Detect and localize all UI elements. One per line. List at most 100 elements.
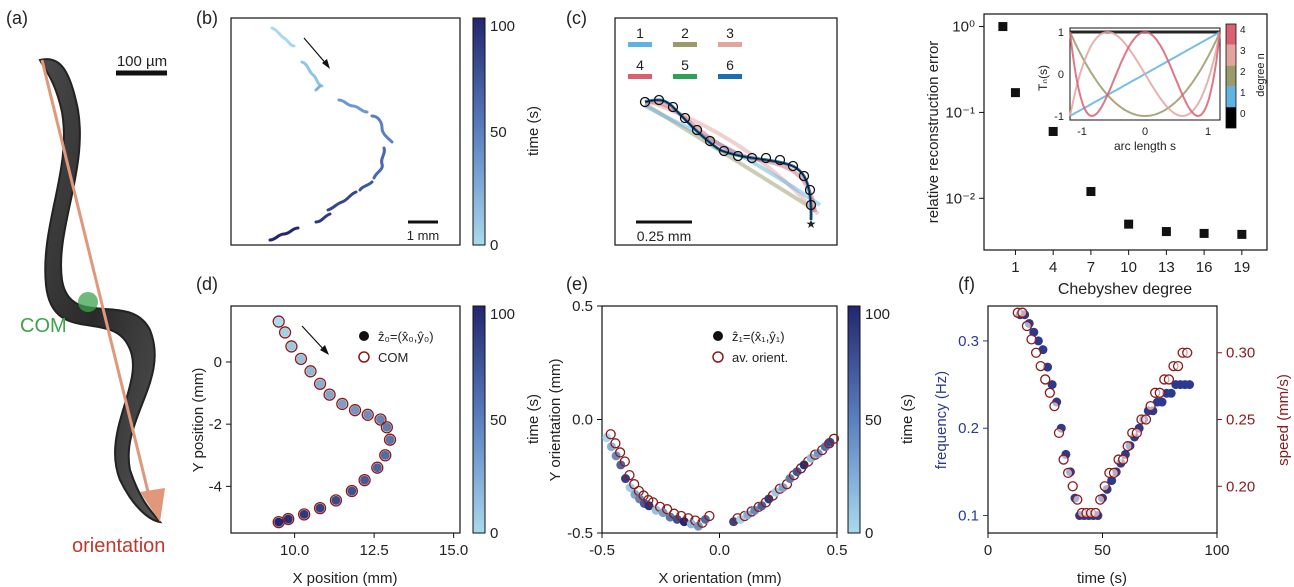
error-ylabel: relative reconstruction error: [925, 41, 942, 224]
panel-d-label: (d): [196, 274, 218, 294]
centerline-marker: [718, 145, 730, 157]
d-point: [315, 503, 325, 513]
d-ylabel: Y position (mm): [190, 368, 207, 473]
legend-c-swatch: [673, 42, 697, 47]
speed-point: [1067, 481, 1078, 492]
speed-point: [1072, 494, 1083, 505]
error-ytick-label: 10⁻¹: [945, 104, 975, 121]
trajectory-segment: [314, 212, 332, 224]
panel-c-label: (c): [566, 8, 587, 28]
d-xlabel: X position (mm): [292, 570, 397, 587]
speed-point: [1058, 454, 1069, 465]
e-point: [825, 437, 835, 447]
legend-e-marker-filled: [713, 331, 723, 341]
e-point: [679, 517, 689, 527]
speed-point: [1154, 387, 1165, 398]
d-point: [337, 399, 347, 409]
tail-star: ★: [806, 217, 817, 231]
e-orient-point: [828, 433, 840, 444]
e-point: [806, 453, 816, 463]
d-point: [380, 450, 390, 460]
speed-point: [1035, 360, 1046, 372]
chebyshev-curve: [1069, 30, 1221, 118]
f-xtick-label: 50: [1094, 542, 1111, 559]
speed-point: [1182, 347, 1193, 358]
legend-c-swatch: [718, 74, 742, 79]
legend-e-label: ẑ₁=(x̂₁,ŷ₁): [732, 329, 785, 344]
panel-c-frame: [614, 17, 838, 246]
e-point: [785, 474, 795, 484]
error-xtick-label: 10: [1120, 259, 1137, 276]
d-com-point: [383, 433, 397, 446]
e-point: [606, 442, 616, 452]
d-point: [296, 354, 306, 364]
error-point: [1237, 229, 1247, 239]
legend-c-label: 4: [636, 57, 644, 73]
centerline-marker: [732, 150, 744, 162]
d-com-point: [345, 484, 359, 498]
e-orient-point: [614, 447, 626, 458]
com-marker: [78, 292, 98, 312]
com-label: COM: [20, 315, 67, 337]
speed-point: [1026, 334, 1037, 345]
inset-cbar-swatch: [1226, 44, 1236, 66]
d-xtick-label: 12.5: [360, 542, 389, 559]
d-point: [382, 422, 392, 432]
error-xtick-label: 4: [1049, 259, 1057, 276]
speed-point: [1163, 374, 1175, 385]
e-orient-point: [661, 504, 673, 515]
e-xlabel: X orientation (mm): [658, 570, 781, 587]
centerline-marker: [691, 124, 703, 136]
centerline-marker: [704, 135, 716, 147]
d-com-point: [285, 340, 298, 353]
direction-arrow-d: [301, 325, 327, 353]
scalebar-a-label: 100 µm: [117, 53, 167, 70]
legend-d-marker-filled: [359, 331, 369, 341]
reconstruction-curves: [643, 98, 822, 216]
panel-e: (e) -0.5 0.0 0.5 0.5 0.0 -0.5 ẑ₁=(x̂₁,ŷ₁) av.…: [547, 274, 916, 587]
error-xtick-label: 7: [1087, 259, 1095, 276]
centerline-marker: [667, 101, 679, 113]
e-ytick-label: 0.0: [572, 412, 593, 429]
colorbar-e-tick: 100: [865, 306, 890, 323]
speed-point: [1145, 400, 1156, 412]
inset-xtick: 1: [1205, 126, 1211, 138]
centerline-marker: [805, 199, 817, 211]
error-xtick-label: 19: [1234, 259, 1251, 276]
d-com-point: [371, 461, 384, 474]
f-ytick-right-label: 0.25: [1226, 412, 1255, 429]
e-point: [625, 483, 635, 493]
f-ytick-left-label: 0.1: [958, 508, 979, 525]
d-point: [325, 390, 335, 400]
d-com-point: [278, 326, 292, 339]
inset-cbar-tick: 1: [1240, 88, 1246, 99]
legend-e-label: av. orient.: [732, 350, 788, 365]
f-ylabel-left: frequency (Hz): [933, 371, 950, 469]
f-axes: 0 50 100 0.3 0.2 0.1 0.30 0.25 0.20: [958, 333, 1255, 559]
e-ytick-label: -0.5: [567, 525, 593, 542]
legend-c-label: 5: [681, 57, 689, 73]
error-xtick-label: 1: [1011, 259, 1019, 276]
error-xtick-label: 16: [1196, 259, 1213, 276]
inset-xtick: 0: [1142, 126, 1148, 138]
e-axes: -0.5 0.0 0.5 0.5 0.0 -0.5: [567, 298, 847, 559]
d-com-point: [374, 413, 387, 426]
error-point: [1048, 126, 1058, 136]
scalebar-b-label: 1 mm: [407, 228, 440, 243]
d-point: [274, 517, 284, 527]
colorbar-d: [472, 305, 486, 534]
d-point: [286, 341, 296, 351]
legend-d-marker-open: [358, 351, 370, 363]
e-xtick-label: -0.5: [589, 542, 615, 559]
frequency-point: [1047, 380, 1057, 390]
colorbar-e-tick: 0: [865, 525, 873, 542]
speed-point: [1040, 374, 1051, 385]
d-com-point: [294, 352, 308, 366]
e-point: [672, 514, 682, 524]
d-ytick-label: 0: [214, 354, 222, 371]
f-ylabel-right: speed (mm/s): [1275, 374, 1292, 466]
legend-c-swatch: [628, 74, 652, 79]
panel-d-frame: [230, 305, 461, 534]
